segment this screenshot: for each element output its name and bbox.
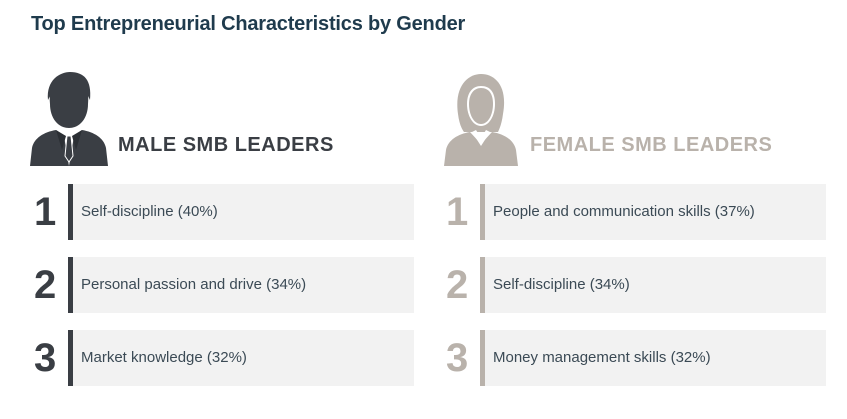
list-item: 2 Self-discipline (34%) — [440, 257, 840, 313]
rank-bar — [68, 330, 73, 386]
female-list: 1 People and communication skills (37%) … — [440, 184, 840, 403]
rank-number: 2 — [34, 263, 57, 307]
page-title: Top Entrepreneurial Characteristics by G… — [31, 13, 466, 35]
rank-number: 3 — [446, 336, 469, 380]
list-item: 2 Personal passion and drive (34%) — [28, 257, 428, 313]
list-item: 1 Self-discipline (40%) — [28, 184, 428, 240]
trait-label: Self-discipline (40%) — [81, 203, 218, 220]
trait-label: Money management skills (32%) — [493, 349, 711, 366]
item-background — [73, 257, 414, 313]
rank-number: 1 — [34, 190, 57, 234]
trait-label: Personal passion and drive (34%) — [81, 276, 307, 293]
trait-label: Market knowledge (32%) — [81, 349, 247, 366]
female-column: FEMALE SMB LEADERS 1 People and communic… — [440, 70, 840, 386]
rank-bar — [480, 330, 485, 386]
rank-number: 2 — [446, 263, 469, 307]
item-background — [73, 330, 414, 386]
item-background — [485, 257, 826, 313]
rank-number: 1 — [446, 190, 469, 234]
female-header-label: FEMALE SMB LEADERS — [530, 134, 773, 156]
rank-bar — [68, 257, 73, 313]
male-header: MALE SMB LEADERS — [28, 70, 428, 166]
rank-bar — [68, 184, 73, 240]
item-background — [73, 184, 414, 240]
rank-bar — [480, 257, 485, 313]
rank-number: 3 — [34, 336, 57, 380]
male-column: MALE SMB LEADERS 1 Self-discipline (40%)… — [28, 70, 428, 386]
rank-bar — [480, 184, 485, 240]
item-background — [485, 330, 826, 386]
item-background — [485, 184, 826, 240]
list-item: 1 People and communication skills (37%) — [440, 184, 840, 240]
list-item: 3 Money management skills (32%) — [440, 330, 840, 386]
female-header: FEMALE SMB LEADERS — [440, 70, 840, 166]
male-header-label: MALE SMB LEADERS — [118, 134, 334, 156]
trait-label: People and communication skills (37%) — [493, 203, 755, 220]
male-list: 1 Self-discipline (40%) 2 Personal passi… — [28, 184, 428, 403]
male-person-icon — [30, 72, 108, 166]
trait-label: Self-discipline (34%) — [493, 276, 630, 293]
list-item: 3 Market knowledge (32%) — [28, 330, 428, 386]
female-person-icon — [444, 74, 518, 166]
